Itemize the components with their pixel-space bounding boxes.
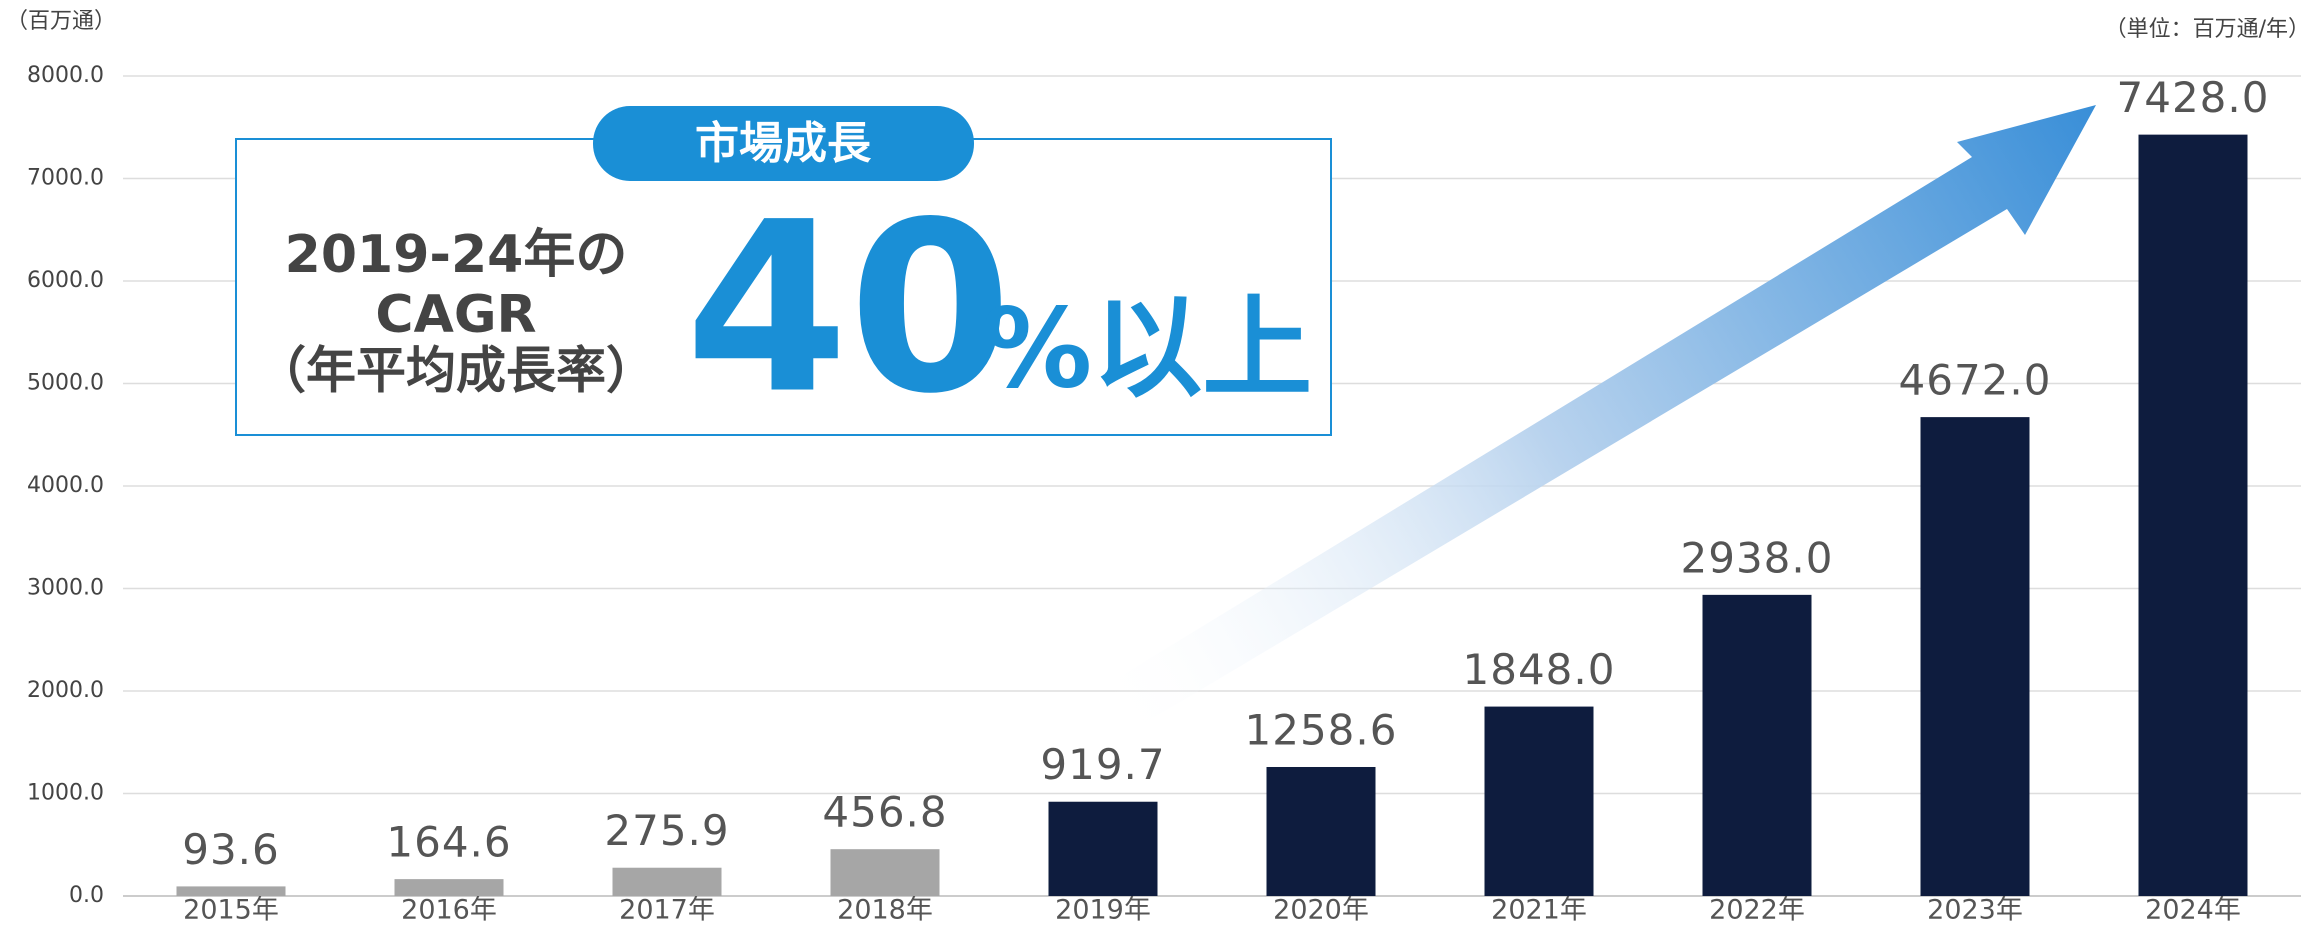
bar: [1266, 766, 1376, 896]
x-tick-label: 2021年: [1491, 895, 1587, 926]
bar: [1920, 417, 2030, 896]
y-unit: （百万通）: [6, 9, 116, 34]
value-label: 919.7: [1040, 740, 1165, 789]
annotation-big: 40: [685, 172, 1012, 445]
bar: [830, 849, 940, 896]
annotation-line: 2019-24年の: [285, 225, 628, 285]
bar: [176, 886, 286, 896]
value-label: 2938.0: [1681, 533, 1834, 582]
x-tick-label: 2018年: [837, 895, 933, 926]
x-tick-label: 2024年: [2145, 895, 2241, 926]
x-tick-label: 2019年: [1055, 895, 1151, 926]
value-label: 1848.0: [1463, 645, 1616, 694]
x-tick-label: 2020年: [1273, 895, 1369, 926]
value-label: 93.6: [182, 825, 280, 874]
y-tick-label: 4000.0: [27, 473, 104, 498]
y-tick-label: 6000.0: [27, 268, 104, 293]
value-label: 4672.0: [1899, 356, 2052, 405]
x-tick-label: 2017年: [619, 895, 715, 926]
bar: [2138, 134, 2248, 896]
value-label: 456.8: [822, 788, 947, 837]
annotation-badge: [593, 106, 974, 181]
bar: [1484, 706, 1594, 896]
unit-note: （単位：百万通/年）: [2105, 17, 2310, 42]
y-tick-label: 8000.0: [27, 63, 104, 88]
y-tick-label: 2000.0: [27, 678, 104, 703]
y-tick-label: 3000.0: [27, 576, 104, 601]
y-tick-label: 1000.0: [27, 781, 104, 806]
bar: [612, 867, 722, 896]
bar: [394, 879, 504, 896]
value-label: 7428.0: [2117, 73, 2270, 122]
value-label: 275.9: [604, 806, 729, 855]
annotation-line: （年平均成長率）: [256, 342, 656, 400]
y-tick-label: 5000.0: [27, 371, 104, 396]
value-label: 1258.6: [1245, 705, 1398, 754]
annotation-line: CAGR: [375, 285, 536, 345]
annotation-suffix: %以上: [982, 284, 1312, 412]
y-tick-label: 7000.0: [27, 166, 104, 191]
bar: [1702, 594, 1812, 896]
growth-arrow: [1098, 105, 2096, 732]
x-tick-label: 2023年: [1927, 895, 2023, 926]
bar: [1048, 801, 1158, 896]
value-label: 164.6: [386, 818, 511, 867]
badge-text: 市場成長: [695, 118, 872, 169]
x-tick-label: 2022年: [1709, 895, 1805, 926]
x-tick-label: 2016年: [401, 895, 497, 926]
y-tick-label: 0.0: [69, 883, 104, 908]
x-tick-label: 2015年: [183, 895, 279, 926]
